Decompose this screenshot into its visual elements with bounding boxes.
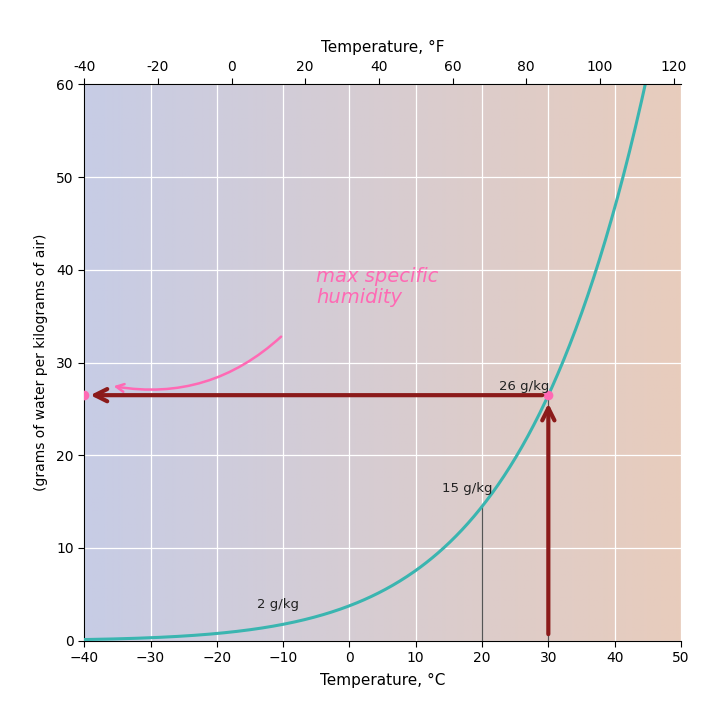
- Text: 26 g/kg: 26 g/kg: [498, 380, 549, 394]
- Text: max specific
humidity: max specific humidity: [317, 268, 439, 307]
- Y-axis label: (grams of water per kilograms of air): (grams of water per kilograms of air): [34, 234, 48, 491]
- X-axis label: Temperature, °F: Temperature, °F: [321, 39, 444, 55]
- Text: 15 g/kg: 15 g/kg: [442, 482, 493, 496]
- X-axis label: Temperature, °C: Temperature, °C: [320, 674, 445, 689]
- Text: 2 g/kg: 2 g/kg: [257, 598, 298, 611]
